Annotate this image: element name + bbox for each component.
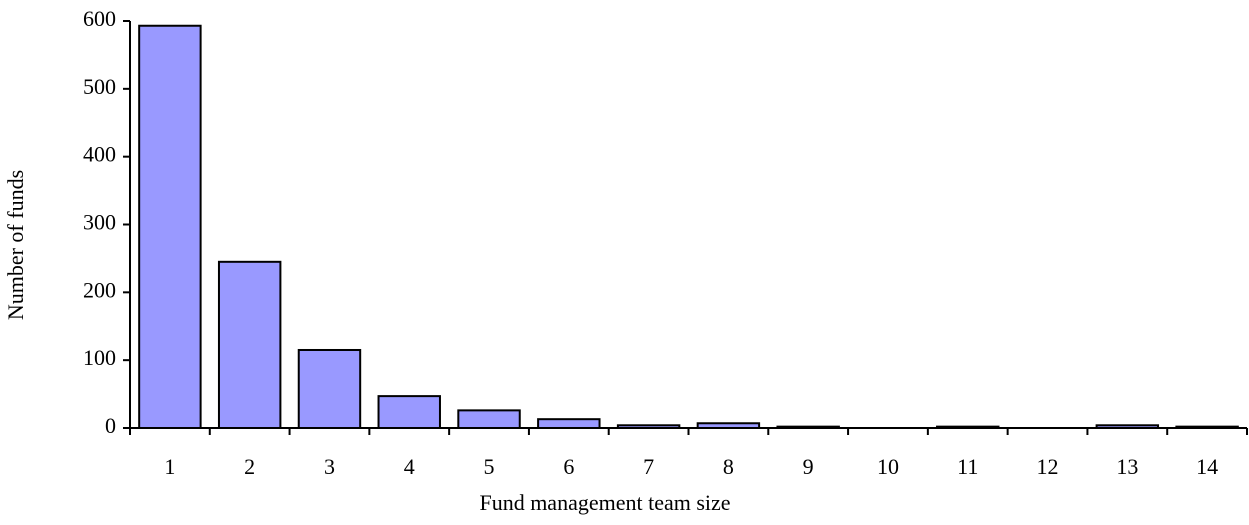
bar bbox=[377, 395, 441, 430]
x-tick-label: 2 bbox=[244, 454, 255, 479]
x-tick-label: 4 bbox=[404, 454, 415, 479]
x-axis-title: Fund management team size bbox=[479, 490, 730, 515]
y-tick-label: 0 bbox=[105, 413, 116, 438]
x-tick-label: 8 bbox=[723, 454, 734, 479]
x-tick-label: 6 bbox=[563, 454, 574, 479]
x-tick-label: 9 bbox=[803, 454, 814, 479]
x-tick-label: 10 bbox=[877, 454, 899, 479]
x-tick-label: 11 bbox=[957, 454, 978, 479]
y-tick-label: 500 bbox=[83, 74, 116, 99]
y-tick-label: 600 bbox=[83, 6, 116, 31]
y-tick-label: 300 bbox=[83, 210, 116, 235]
bar bbox=[138, 24, 202, 430]
bar bbox=[457, 409, 521, 430]
y-tick-label: 400 bbox=[83, 142, 116, 167]
y-tick-label: 100 bbox=[83, 345, 116, 370]
y-tick-label: 200 bbox=[83, 277, 116, 302]
y-axis-title: Number of funds bbox=[3, 170, 28, 320]
bar bbox=[537, 418, 601, 430]
x-tick-label: 12 bbox=[1037, 454, 1059, 479]
x-tick-label: 7 bbox=[643, 454, 654, 479]
x-tick-label: 1 bbox=[164, 454, 175, 479]
bar bbox=[217, 260, 282, 429]
x-tick-label: 13 bbox=[1116, 454, 1138, 479]
x-tick-label: 5 bbox=[484, 454, 495, 479]
bar bbox=[297, 348, 362, 429]
x-tick-label: 14 bbox=[1196, 454, 1218, 479]
x-tick-label: 3 bbox=[324, 454, 335, 479]
